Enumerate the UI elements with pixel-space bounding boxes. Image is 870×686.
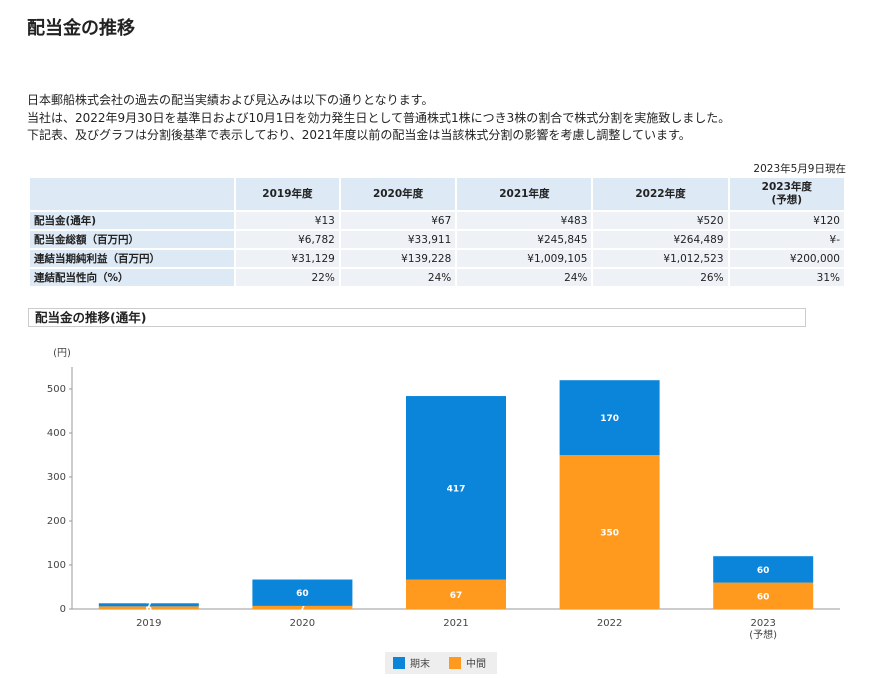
table-cell: ¥483 [457,212,592,229]
legend-swatch [449,657,461,669]
data-label: 7 [299,604,305,614]
y-tick-label: 500 [47,384,66,395]
chart-section-title: 配当金の推移(通年) [28,308,806,327]
table-cell: 24% [340,269,456,286]
corner-cell [30,178,234,210]
y-tick-label: 400 [47,428,66,439]
table-cell: 22% [236,269,339,286]
data-label: 417 [447,484,466,494]
y-tick-label: 0 [60,604,66,615]
row-label: 連結当期純利益（百万円） [30,250,234,267]
table-cell: ¥6,782 [236,231,339,248]
table-cell: ¥120 [729,212,844,229]
table-cell: ¥200,000 [729,250,844,267]
bar-segment [559,380,660,455]
table-cell: ¥139,228 [340,250,456,267]
y-tick-label: 100 [47,560,66,571]
data-label: 60 [296,589,309,599]
table-cell: 26% [593,269,728,286]
table-cell: ¥- [729,231,844,248]
bar-segment [406,396,506,580]
legend-label: 中間 [466,657,486,670]
bar-segment [98,606,199,609]
table-cell: ¥1,012,523 [593,250,728,267]
bar-segment [406,579,506,609]
x-tick-label: 2020 [290,618,315,629]
x-tick-label: 2021 [443,618,468,629]
intro: 日本郵船株式会社の過去の配当実績および見込みは以下の通りとなります。 当社は、2… [27,92,730,145]
table-cell: ¥264,489 [593,231,728,248]
table-cell: 31% [729,269,844,286]
intro-line: 当社は、2022年9月30日を基準日および10月1日を効力発生日として普通株式1… [27,110,731,125]
y-axis-label: (円) [53,348,71,359]
column-header: 2023年度 (予想) [729,178,844,210]
row-label: 連結配当性向（%） [30,269,234,286]
data-label: 7 [146,601,152,611]
bar-segment [713,556,814,583]
row-label: 配当金(通年) [30,212,234,229]
column-header: 2019年度 [236,178,339,210]
table-cell: ¥31,129 [236,250,339,267]
table-row: 連結配当性向（%） 22% 24% 24% 26% 31% [30,269,844,286]
bar-segment [713,582,814,609]
date-note: 2023年5月9日現在 [753,163,846,175]
legend-box [385,652,497,674]
table-cell: 24% [457,269,592,286]
data-label: 67 [450,591,463,601]
bar-segment [559,455,660,609]
x-tick-label: 2019 [136,618,161,629]
table-cell: ¥245,845 [457,231,592,248]
y-tick-label: 200 [47,516,66,527]
data-label: 170 [600,414,619,424]
legend-label: 期末 [410,657,430,670]
table-cell: ¥13 [236,212,339,229]
bar-segment [98,603,199,607]
header-row: 2019年度 2020年度 2021年度 2022年度 2023年度 (予想) [30,178,844,210]
column-header: 2022年度 [593,178,728,210]
x-tick-label: 2023 (予想) [749,618,777,641]
data-label: 6 [146,604,152,614]
x-tick-label: 2022 [597,618,622,629]
table-row: 配当金(通年) ¥13 ¥67 ¥483 ¥520 ¥120 [30,212,844,229]
data-label: 350 [600,529,619,539]
bar-segment [252,579,353,606]
row-label: 配当金総額（百万円） [30,231,234,248]
x-tick-line: (予想) [749,628,777,641]
dividend-table: 2019年度 2020年度 2021年度 2022年度 2023年度 (予想) 配当金(通… [28,176,846,288]
table-row: 連結当期純利益（百万円） ¥31,129 ¥139,228 ¥1,009,105 ¥1,… [30,250,844,267]
intro-line: 下記表、及びグラフは分割後基準で表示しており、2021年度以前の配当金は当該株式… [27,128,691,142]
table-cell: ¥33,911 [340,231,456,248]
data-label: 60 [757,566,770,576]
x-tick-line: 2023 [750,618,775,629]
legend-swatch [393,657,405,669]
table-cell: ¥1,009,105 [457,250,592,267]
table-row: 配当金総額（百万円） ¥6,782 ¥33,911 ¥245,845 ¥264,489 ¥… [30,231,844,248]
data-label: 60 [757,592,770,602]
column-header: 2020年度 [340,178,456,210]
table-cell: ¥520 [593,212,728,229]
page-title: 配当金の推移 [27,18,135,39]
intro-line: 日本郵船株式会社の過去の配当実績および見込みは以下の通りとなります。 [27,93,434,107]
bar-segment [252,605,353,609]
column-header: 2021年度 [457,178,592,210]
y-tick-label: 300 [47,472,66,483]
table-cell: ¥67 [340,212,456,229]
